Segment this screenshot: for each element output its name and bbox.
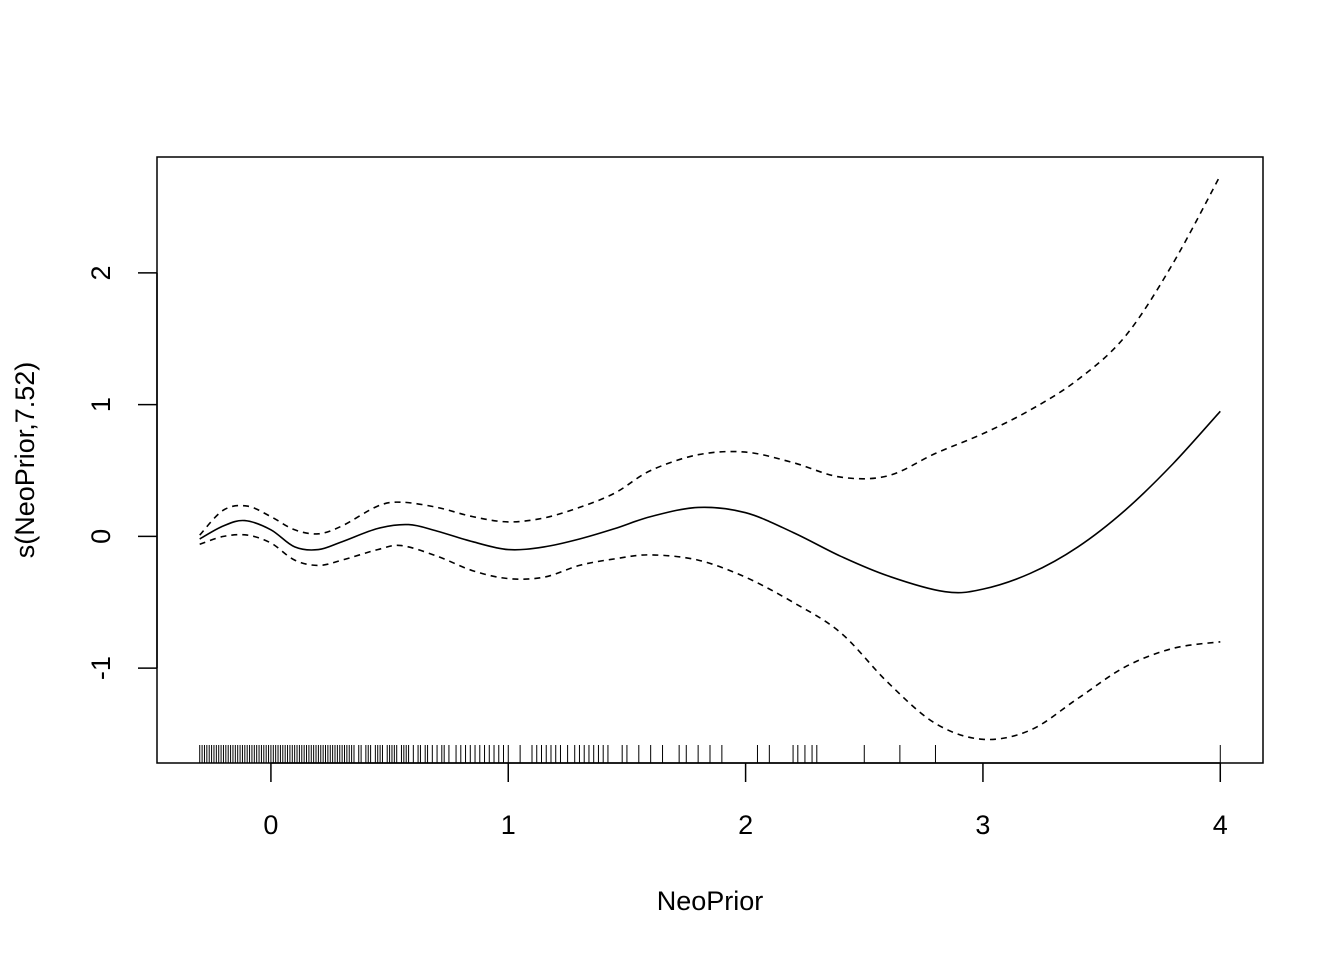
x-tick-label: 4: [1213, 810, 1228, 840]
y-tick-label: 2: [86, 265, 116, 280]
x-tick-label: 0: [263, 810, 278, 840]
y-axis-label: s(NeoPrior,7.52): [10, 362, 40, 559]
y-axis: -1 0 1 2: [86, 265, 158, 680]
x-tick-label: 3: [975, 810, 990, 840]
y-tick-label: -1: [86, 656, 116, 680]
x-tick-label: 2: [738, 810, 753, 840]
x-axis-label: NeoPrior: [657, 886, 764, 916]
smooth-estimate-line: [199, 410, 1221, 594]
x-axis: 0 1 2 3 4: [263, 762, 1228, 840]
y-tick-label: 0: [86, 529, 116, 544]
plot-frame: [156, 156, 1264, 764]
smooth-curves: [199, 175, 1222, 741]
y-tick-label: 1: [86, 397, 116, 412]
x-tick-label: 1: [501, 810, 516, 840]
lower-confidence-line: [199, 533, 1221, 741]
rug-marks: [199, 745, 1221, 763]
upper-confidence-line: [199, 175, 1222, 536]
